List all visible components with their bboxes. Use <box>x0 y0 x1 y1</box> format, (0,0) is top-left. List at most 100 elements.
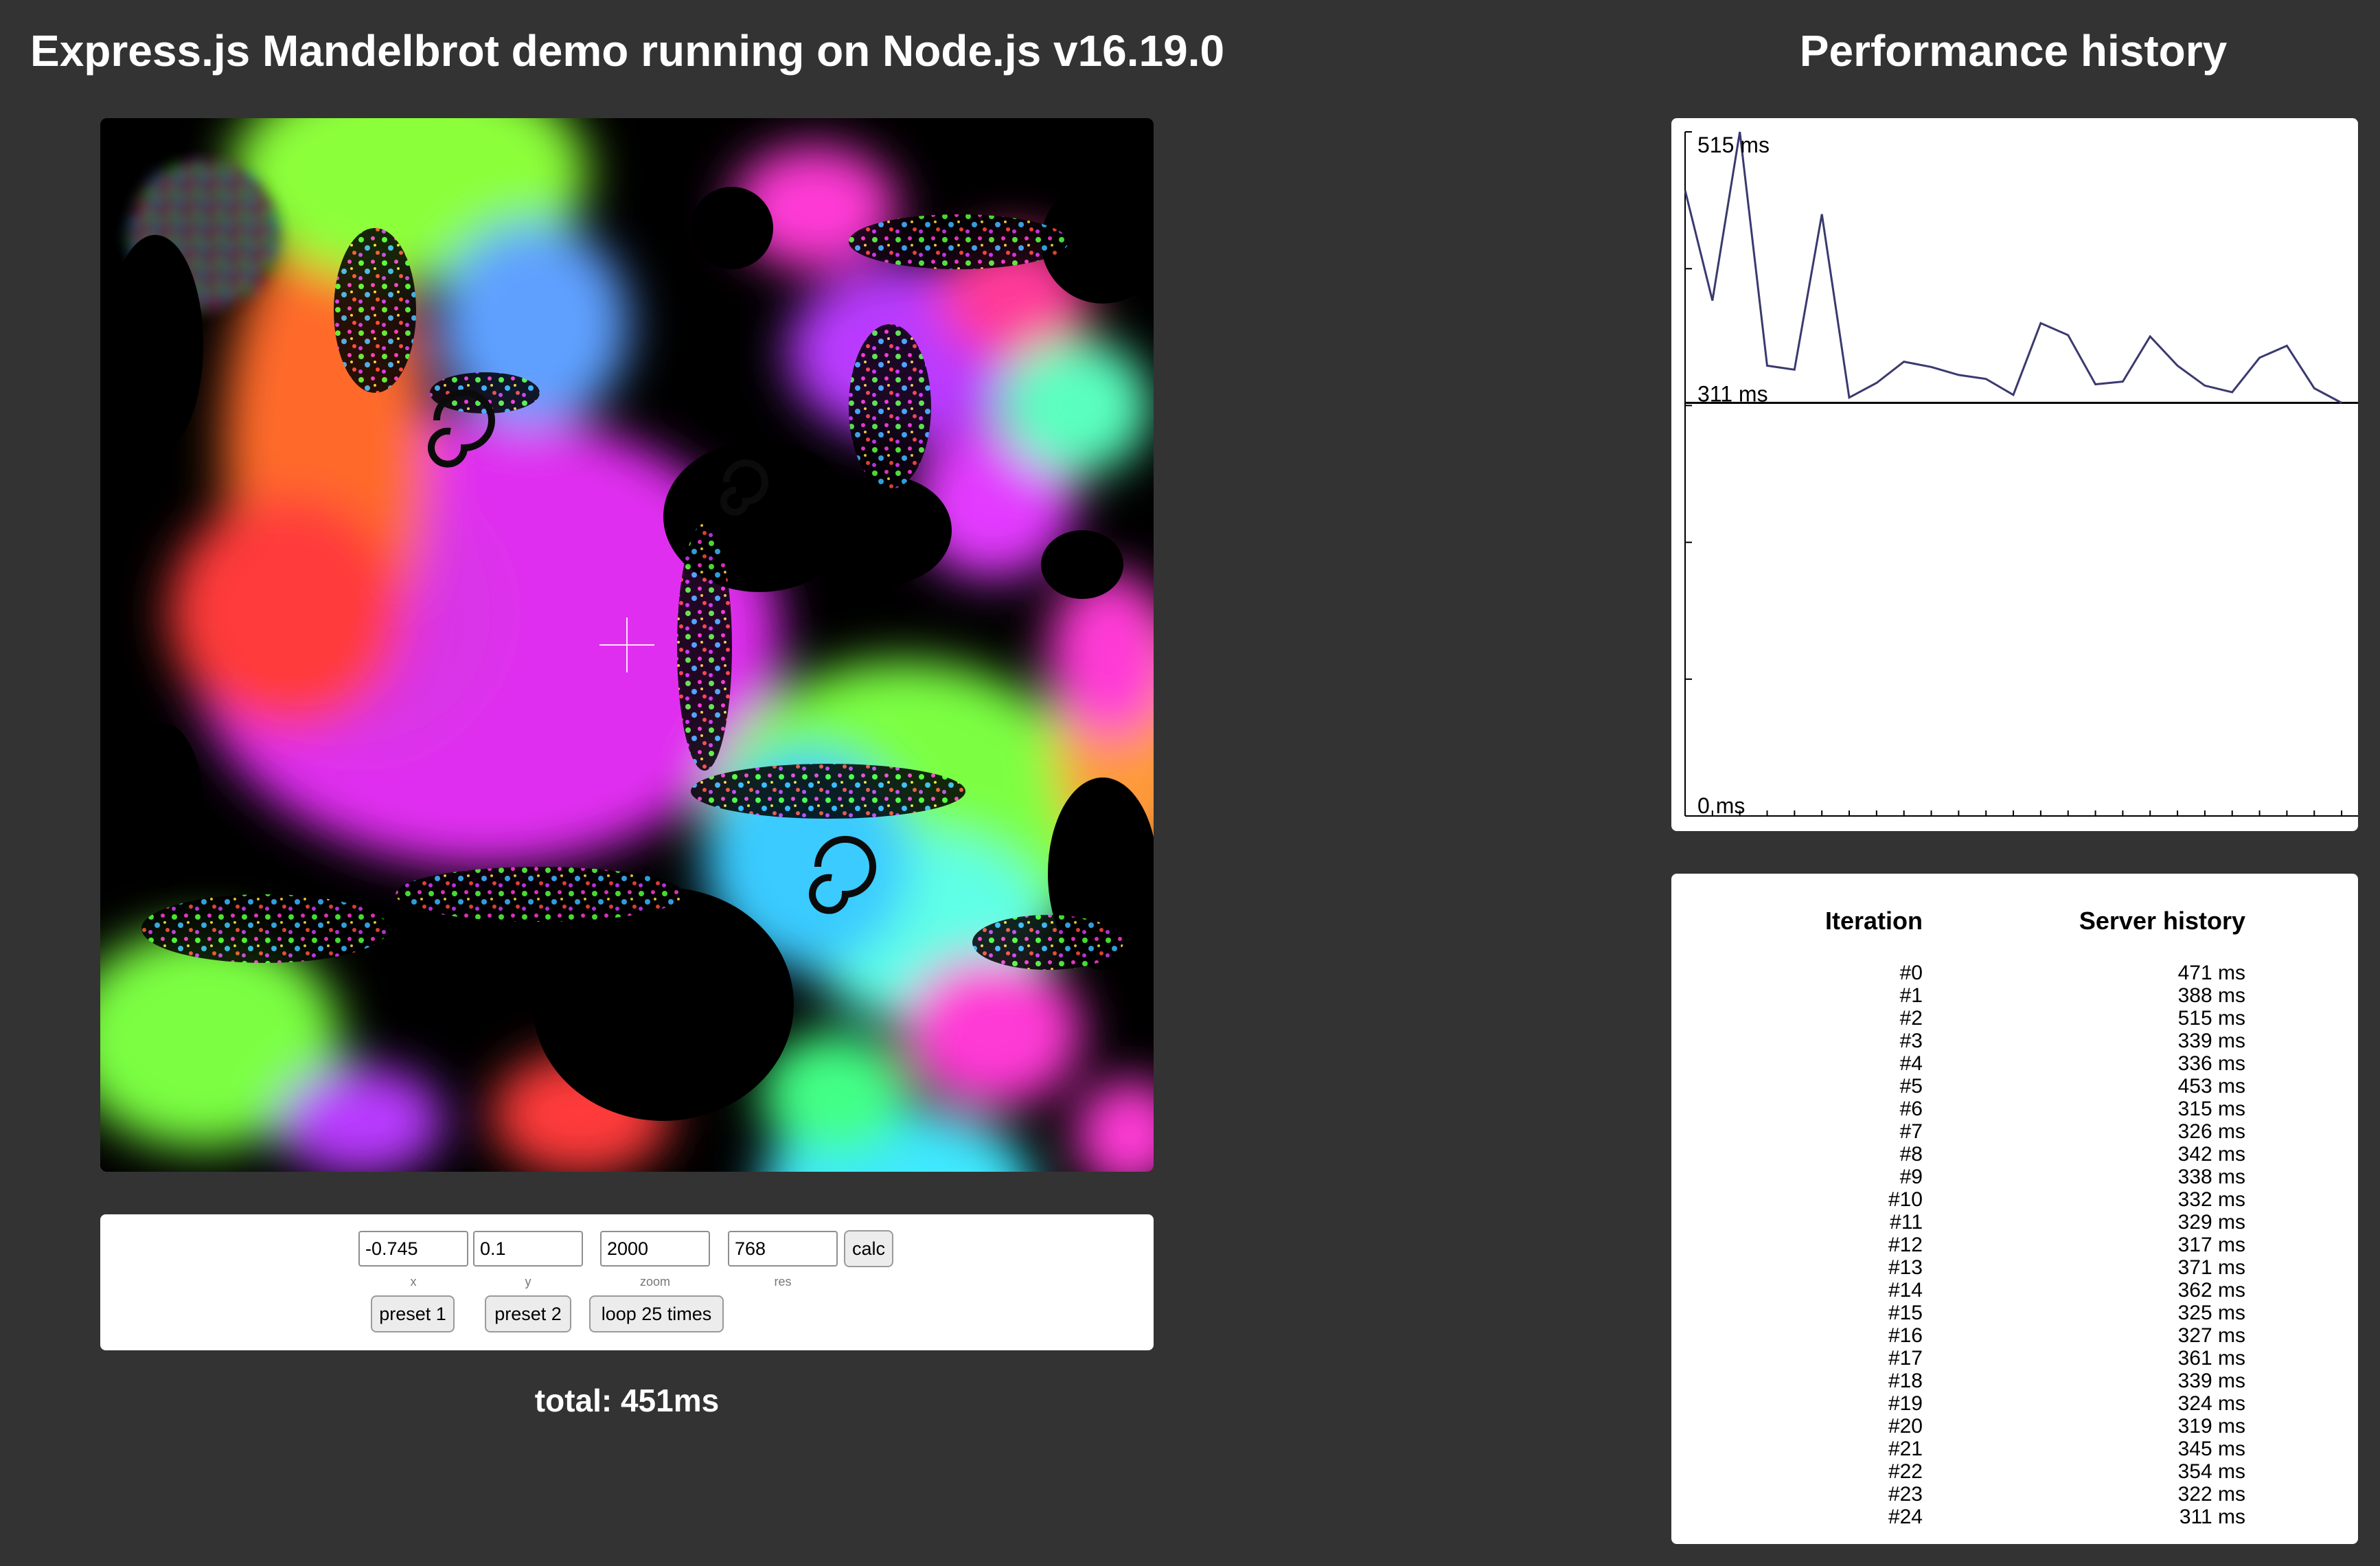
server-time-cell: 515 ms <box>2177 1007 2245 1030</box>
iteration-cell: #20 <box>1888 1415 1923 1438</box>
server-time-cell: 471 ms <box>2177 962 2245 984</box>
iteration-cell: #5 <box>1899 1075 1923 1098</box>
iteration-cell: #4 <box>1899 1052 1923 1075</box>
server-time-cell: 319 ms <box>2177 1415 2245 1438</box>
table-row: #3 339 ms <box>1671 1030 2358 1052</box>
iteration-cell: #1 <box>1899 984 1923 1007</box>
server-time-cell: 325 ms <box>2177 1302 2245 1324</box>
iteration-cell: #7 <box>1899 1120 1923 1143</box>
loop-25-button[interactable]: loop 25 times <box>589 1295 724 1332</box>
y-caption: y <box>525 1275 531 1289</box>
table-row: #23 322 ms <box>1671 1483 2358 1506</box>
table-row: #12 317 ms <box>1671 1234 2358 1256</box>
iteration-cell: #22 <box>1888 1460 1923 1483</box>
server-time-cell: 327 ms <box>2177 1324 2245 1347</box>
table-row: #13 371 ms <box>1671 1256 2358 1279</box>
server-time-cell: 388 ms <box>2177 984 2245 1007</box>
table-row: #17 361 ms <box>1671 1347 2358 1370</box>
zoom-caption: zoom <box>639 1275 670 1289</box>
controls-panel: calc x y zoom res preset 1 preset 2 loop… <box>100 1214 1154 1350</box>
server-history-panel: Iteration Server history #0 471 ms #1 388 m… <box>1671 874 2358 1544</box>
iteration-cell: #24 <box>1888 1506 1923 1528</box>
performance-chart-panel: 515 ms 311 ms 0 ms <box>1671 118 2358 831</box>
preset-1-button[interactable]: preset 1 <box>371 1295 455 1332</box>
table-row: #22 354 ms <box>1671 1460 2358 1483</box>
server-time-cell: 338 ms <box>2177 1166 2245 1188</box>
server-time-cell: 329 ms <box>2177 1211 2245 1234</box>
server-history-header: Server history <box>2079 907 2245 935</box>
iteration-cell: #19 <box>1888 1392 1923 1415</box>
iteration-cell: #23 <box>1888 1483 1923 1506</box>
server-time-cell: 453 ms <box>2177 1075 2245 1098</box>
server-time-cell: 339 ms <box>2177 1370 2245 1392</box>
performance-title: Performance history <box>1799 26 2228 76</box>
table-row: #7 326 ms <box>1671 1120 2358 1143</box>
server-time-cell: 332 ms <box>2177 1188 2245 1211</box>
max-value-label: 515 ms <box>1697 133 1770 157</box>
iteration-cell: #2 <box>1899 1007 1923 1030</box>
server-time-cell: 326 ms <box>2177 1120 2245 1143</box>
table-row: #5 453 ms <box>1671 1075 2358 1098</box>
history-table: #0 471 ms #1 388 ms #2 515 ms #3 339 ms #4 336 ms… <box>1671 962 2358 1539</box>
mandelbrot-canvas[interactable] <box>100 118 1154 1172</box>
iteration-cell: #14 <box>1888 1279 1923 1302</box>
iteration-cell: #6 <box>1899 1098 1923 1120</box>
server-time-cell: 371 ms <box>2177 1256 2245 1279</box>
iteration-cell: #12 <box>1888 1234 1923 1256</box>
iteration-cell: #15 <box>1888 1302 1923 1324</box>
iteration-header: Iteration <box>1824 907 1923 935</box>
table-row: #24 311 ms <box>1671 1506 2358 1528</box>
iteration-cell: #21 <box>1888 1438 1923 1460</box>
server-time-cell: 354 ms <box>2177 1460 2245 1483</box>
iteration-cell: #3 <box>1899 1030 1923 1052</box>
table-row: #2 515 ms <box>1671 1007 2358 1030</box>
table-row: #21 345 ms <box>1671 1438 2358 1460</box>
server-time-cell: 317 ms <box>2177 1234 2245 1256</box>
table-row: #1 388 ms <box>1671 984 2358 1007</box>
server-time-cell: 336 ms <box>2177 1052 2245 1075</box>
table-row: #6 315 ms <box>1671 1098 2358 1120</box>
table-row: #4 336 ms <box>1671 1052 2358 1075</box>
table-row: #8 342 ms <box>1671 1143 2358 1166</box>
server-time-cell: 339 ms <box>2177 1030 2245 1052</box>
iteration-cell: #9 <box>1899 1166 1923 1188</box>
server-time-cell: 342 ms <box>2177 1143 2245 1166</box>
table-row: #0 471 ms <box>1671 962 2358 984</box>
performance-chart: 515 ms 311 ms 0 ms <box>1684 131 2358 818</box>
iteration-cell: #10 <box>1888 1188 1923 1211</box>
table-row: #18 339 ms <box>1671 1370 2358 1392</box>
table-row: #15 325 ms <box>1671 1302 2358 1324</box>
iteration-cell: #17 <box>1888 1347 1923 1370</box>
iteration-cell: #11 <box>1890 1211 1923 1234</box>
server-time-cell: 361 ms <box>2177 1347 2245 1370</box>
server-time-cell: 362 ms <box>2177 1279 2245 1302</box>
server-time-cell: 345 ms <box>2177 1438 2245 1460</box>
table-row: #16 327 ms <box>1671 1324 2358 1347</box>
zero-value-label: 0 ms <box>1697 793 1745 818</box>
server-time-cell: 322 ms <box>2177 1483 2245 1506</box>
min-value-label: 311 ms <box>1697 382 1768 407</box>
x-input[interactable] <box>358 1231 468 1267</box>
x-caption: x <box>410 1275 417 1289</box>
table-row: #20 319 ms <box>1671 1415 2358 1438</box>
server-time-cell: 315 ms <box>2177 1098 2245 1120</box>
res-input[interactable] <box>728 1231 838 1267</box>
mandelbrot-image <box>100 118 1154 1172</box>
table-row: #19 324 ms <box>1671 1392 2358 1415</box>
y-input[interactable] <box>473 1231 583 1267</box>
table-row: #10 332 ms <box>1671 1188 2358 1211</box>
iteration-cell: #13 <box>1888 1256 1923 1279</box>
table-row: #14 362 ms <box>1671 1279 2358 1302</box>
table-row: #11 329 ms <box>1671 1211 2358 1234</box>
table-row: #9 338 ms <box>1671 1166 2358 1188</box>
iteration-cell: #16 <box>1888 1324 1923 1347</box>
preset-2-button[interactable]: preset 2 <box>485 1295 571 1332</box>
page-title: Express.js Mandelbrot demo running on No… <box>30 26 1225 76</box>
iteration-cell: #18 <box>1888 1370 1923 1392</box>
server-time-cell: 311 ms <box>2179 1506 2245 1528</box>
iteration-cell: #8 <box>1899 1143 1923 1166</box>
zoom-input[interactable] <box>600 1231 710 1267</box>
total-time: total: 451ms <box>534 1383 720 1418</box>
calc-button[interactable]: calc <box>844 1230 893 1267</box>
res-caption: res <box>774 1275 792 1289</box>
